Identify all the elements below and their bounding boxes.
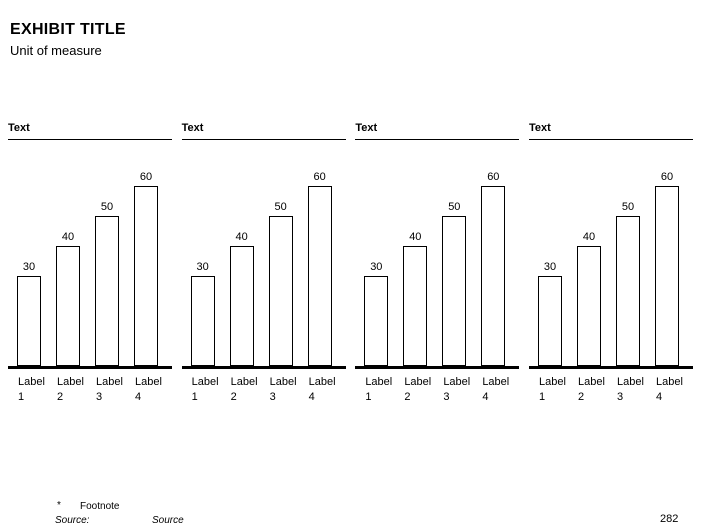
bar: 40 <box>576 231 601 366</box>
bar: 50 <box>268 201 293 366</box>
page-title: EXHIBIT TITLE <box>10 21 126 38</box>
chart-title: Text <box>8 122 172 140</box>
bar-value-label: 30 <box>370 261 383 273</box>
category-label: Label 4 <box>308 376 336 403</box>
category-label: Label 3 <box>96 376 123 403</box>
category-label: Label 2 <box>230 376 258 403</box>
category-label: Label 4 <box>135 376 162 403</box>
bar: 40 <box>403 231 428 366</box>
bar-value-label: 40 <box>61 231 75 243</box>
category-label: Label 4 <box>655 376 683 403</box>
bar-value-label: 50 <box>274 201 287 213</box>
category-label: Label 2 <box>577 376 605 403</box>
source-text: Source <box>152 515 184 526</box>
bar: 60 <box>307 171 332 366</box>
bar: 50 <box>95 201 119 366</box>
chart-title: Text <box>181 122 346 140</box>
category-axis: Label 1 Label 2 Label 3 Label 4 <box>182 375 346 409</box>
unit-of-measure-label: Unit of measure <box>10 43 102 58</box>
plot-area: 30 40 50 60 <box>8 140 172 369</box>
bar-chart-1: Text 30 40 50 60 Label 1 Label 2 Label 3… <box>8 122 172 409</box>
category-label: Label 1 <box>18 376 45 403</box>
category-axis: Label 1 Label 2 Label 3 Label 4 <box>8 375 172 409</box>
bar: 30 <box>190 261 215 366</box>
category-label: Label 1 <box>538 376 566 403</box>
category-label: Label 1 <box>365 376 393 403</box>
bar-value-label: 40 <box>409 231 422 243</box>
bar: 50 <box>442 201 467 366</box>
bar-value-label: 40 <box>582 231 596 243</box>
bar-chart-3: Text 30 40 50 60 Label 1 Label 2 Label 3… <box>355 122 520 409</box>
charts-row: Text 30 40 50 60 Label 1 Label 2 Label 3… <box>8 122 693 409</box>
footnote-marker: * <box>57 500 61 511</box>
bar-value-label: 30 <box>543 261 557 273</box>
bar-chart-2: Text 30 40 50 60 Label 1 Label 2 Label 3… <box>181 122 346 409</box>
bar-value-label: 60 <box>139 171 153 183</box>
footnote-text: Footnote <box>80 501 120 512</box>
bar-value-label: 60 <box>660 171 674 183</box>
chart-title: Text <box>355 122 520 140</box>
category-label: Label 1 <box>191 376 219 403</box>
bar-value-label: 60 <box>487 171 500 183</box>
bar: 40 <box>56 231 80 366</box>
source-label: Source: <box>55 515 90 526</box>
bar-value-label: 30 <box>196 261 209 273</box>
plot-area: 30 40 50 60 <box>528 140 693 369</box>
bar: 40 <box>229 231 254 366</box>
plot-area: 30 40 50 60 <box>181 140 346 369</box>
category-label: Label 3 <box>269 376 297 403</box>
category-axis: Label 1 Label 2 Label 3 Label 4 <box>529 375 693 409</box>
category-label: Label 2 <box>57 376 84 403</box>
bar: 30 <box>537 261 562 366</box>
bar: 60 <box>134 171 158 366</box>
bar-value-label: 50 <box>621 201 635 213</box>
page-number: 282 <box>660 513 679 525</box>
bar: 60 <box>481 171 506 366</box>
plot-area: 30 40 50 60 <box>355 140 520 369</box>
bar-value-label: 40 <box>235 231 248 243</box>
category-label: Label 3 <box>443 376 471 403</box>
bar: 60 <box>654 171 679 366</box>
bar: 50 <box>615 201 640 366</box>
bar-value-label: 30 <box>22 261 36 273</box>
bar-chart-4: Text 30 40 50 60 Label 1 Label 2 Label 3… <box>528 122 693 409</box>
category-label: Label 4 <box>482 376 510 403</box>
category-label: Label 2 <box>404 376 432 403</box>
category-axis: Label 1 Label 2 Label 3 Label 4 <box>355 375 519 409</box>
chart-title: Text <box>528 122 693 140</box>
bar: 30 <box>364 261 389 366</box>
bar: 30 <box>17 261 41 366</box>
bar-value-label: 50 <box>448 201 461 213</box>
category-label: Label 3 <box>616 376 644 403</box>
bar-value-label: 60 <box>313 171 326 183</box>
bar-value-label: 50 <box>100 201 114 213</box>
